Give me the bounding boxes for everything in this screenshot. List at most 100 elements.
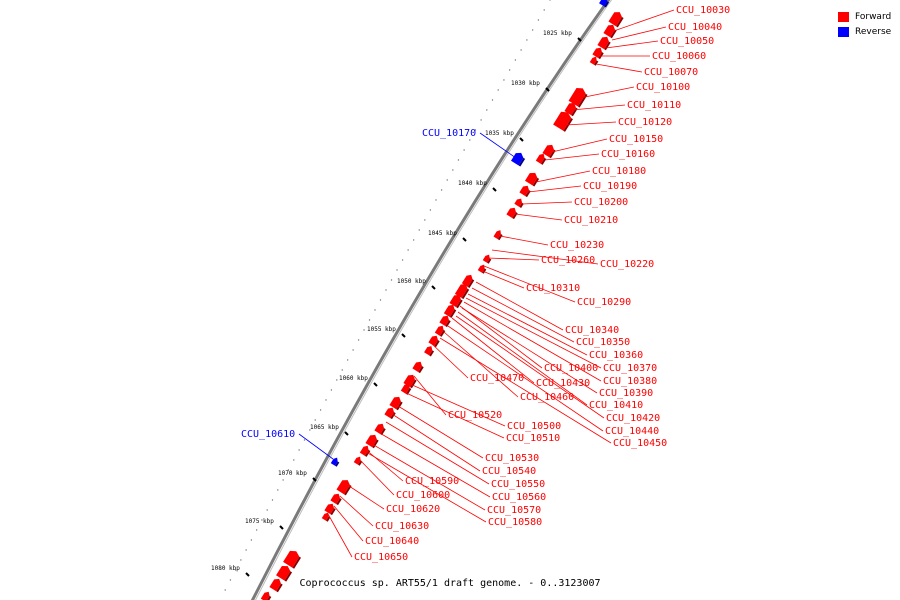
gene-leader-line (461, 307, 598, 394)
gene-label[interactable]: CCU_10500 (507, 421, 561, 432)
guide-dot (229, 579, 232, 581)
guide-dot (271, 499, 274, 501)
gene-leader-line (544, 153, 600, 161)
reverse-swatch (838, 26, 849, 37)
gene-label[interactable]: CCU_10440 (605, 426, 659, 437)
gene-label[interactable]: CCU_10150 (609, 134, 663, 145)
tick-label: 1075 kbp (245, 518, 274, 525)
tick-layer: 1025 kbp 1030 kbp 1035 kbp 1040 kbp 1045 kbp… (211, 0, 582, 591)
gene-label[interactable]: CCU_10370 (603, 363, 657, 374)
tick-label: 1025 kbp (543, 30, 572, 37)
gene-label[interactable]: CCU_10100 (636, 82, 690, 93)
gene-label[interactable]: CCU_10460 (520, 392, 574, 403)
gene-label[interactable]: CCU_10230 (550, 240, 604, 251)
gene-leader-line (451, 317, 535, 384)
gene-label[interactable]: CCU_10030 (676, 5, 730, 16)
gene-leader-line (345, 483, 385, 510)
gene-label[interactable]: CCU_10360 (589, 350, 643, 361)
gene-label[interactable]: CCU_10380 (603, 376, 657, 387)
guide-dot (309, 429, 311, 431)
gene-label[interactable]: CCU_10060 (652, 51, 706, 62)
gene-label[interactable]: CCU_10050 (660, 36, 714, 47)
gene-label[interactable]: CCU_10600 (396, 490, 450, 501)
gene-label[interactable]: CCU_10070 (644, 67, 698, 78)
gene-feature (589, 56, 599, 66)
gene-label[interactable]: CCU_10580 (488, 517, 542, 528)
gene-label[interactable]: CCU_10190 (583, 181, 637, 192)
legend-label-forward: Forward (855, 11, 892, 22)
gene-label[interactable]: CCU_10530 (485, 453, 539, 464)
tick-mark (519, 137, 524, 142)
gene-label[interactable]: CCU_10170 (422, 128, 476, 139)
gene-label[interactable]: CCU_10420 (606, 413, 660, 424)
gene-label[interactable]: CCU_10410 (589, 400, 643, 411)
gene-feature (365, 434, 379, 449)
gene-feature (439, 315, 451, 328)
guide-dot (514, 59, 517, 61)
gene-label[interactable]: CCU_10550 (491, 479, 545, 490)
gene-label[interactable]: CCU_10430 (536, 378, 590, 389)
gene-label[interactable]: CCU_10640 (365, 536, 419, 547)
gene-label[interactable]: CCU_10160 (601, 149, 655, 160)
guide-dot (319, 409, 322, 411)
gene-label[interactable]: CCU_10040 (668, 22, 722, 33)
gene-label[interactable]: CCU_10560 (492, 492, 546, 503)
gene-label[interactable]: CCU_10450 (613, 438, 667, 449)
guide-dot (234, 569, 237, 571)
gene-leader-line (487, 257, 540, 261)
gene-label[interactable]: CCU_10540 (482, 466, 536, 477)
gene-feature (493, 230, 503, 241)
gene-feature (428, 335, 440, 348)
legend: Forward Reverse (838, 9, 891, 39)
tick-mark (431, 285, 436, 290)
guide-dot (287, 469, 290, 471)
gene-label[interactable]: CCU_10630 (375, 521, 429, 532)
gene-label[interactable]: CCU_10620 (386, 504, 440, 515)
gene-leader-line (499, 235, 549, 246)
tick-label: 1040 kbp (458, 180, 487, 187)
gene-feature (359, 445, 371, 457)
guide-dot (486, 109, 488, 111)
gene-feature (353, 456, 363, 466)
gene-feature (403, 374, 417, 389)
gene-leader-line (467, 293, 588, 356)
gene-feature (330, 457, 340, 467)
gene-label[interactable]: CCU_10340 (565, 325, 619, 336)
gene-label[interactable]: CCU_10470 (470, 373, 524, 384)
gene-label[interactable]: CCU_10200 (574, 197, 628, 208)
tick-mark (462, 237, 467, 242)
gene-feature (477, 264, 487, 274)
gene-label[interactable]: CCU_10650 (354, 552, 408, 563)
tick-mark (577, 37, 582, 42)
gene-label[interactable]: CCU_10510 (506, 433, 560, 444)
guide-dot (368, 319, 371, 321)
gene-leader-line (595, 63, 643, 73)
legend-item-forward: Forward (838, 9, 891, 24)
gene-label[interactable]: CCU_10180 (592, 166, 646, 177)
guide-dot (336, 379, 338, 381)
gene-label[interactable]: CCU_10260 (541, 255, 595, 266)
tick-label: 1050 kbp (397, 278, 426, 285)
guide-dot (480, 119, 482, 121)
legend-label-reverse: Reverse (855, 26, 892, 37)
gene-label[interactable]: CCU_10210 (564, 215, 618, 226)
guide-dot (245, 549, 247, 551)
gene-label[interactable]: CCU_10290 (577, 297, 631, 308)
gene-label[interactable]: CCU_10110 (627, 100, 681, 111)
gene-label[interactable]: CCU_10570 (487, 505, 541, 516)
gene-label[interactable]: CCU_10520 (448, 410, 502, 421)
gene-label[interactable]: CCU_10120 (618, 117, 672, 128)
tick-mark (401, 333, 406, 338)
gene-label[interactable]: CCU_10390 (599, 388, 653, 399)
gene-label[interactable]: CCU_10610 (241, 429, 295, 440)
gene-label[interactable]: CCU_10220 (600, 259, 654, 270)
gene-label[interactable]: CCU_10590 (405, 476, 459, 487)
gene-label[interactable]: CCU_10400 (544, 363, 598, 374)
gene-label[interactable]: CCU_10310 (526, 283, 580, 294)
guide-dot (346, 359, 349, 361)
tick-label: 1030 kbp (511, 80, 540, 87)
tick-label: 1070 kbp (278, 470, 307, 477)
guide-dot (526, 39, 528, 41)
guide-dot (330, 389, 333, 391)
gene-label[interactable]: CCU_10350 (576, 337, 630, 348)
